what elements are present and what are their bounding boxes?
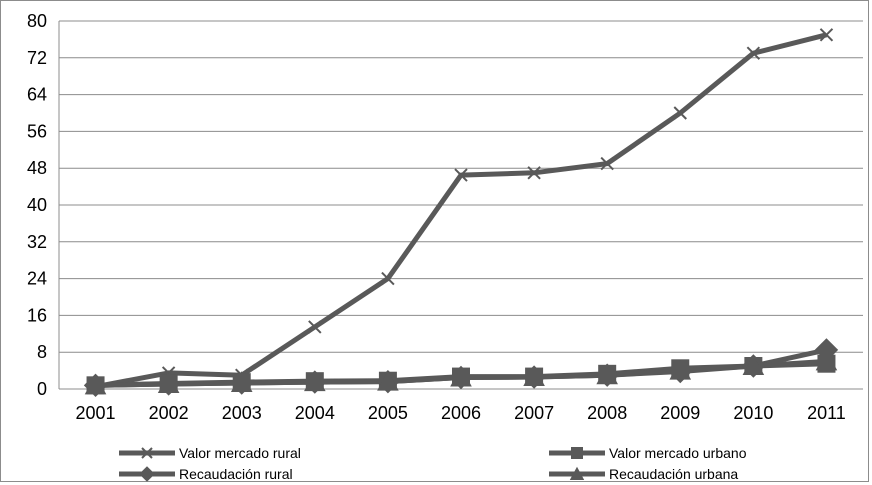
legend-item-valor-mercado-rural: Valor mercado rural	[119, 445, 301, 461]
data-point-recaudacion-urbana	[815, 350, 838, 371]
y-tick-label: 8	[37, 342, 47, 362]
data-point-valor-mercado-rural	[746, 46, 761, 60]
y-tick-label: 72	[27, 48, 47, 68]
legend-label: Valor mercado urbano	[609, 445, 747, 461]
x-tick-label: 2010	[733, 403, 773, 423]
x-tick-label: 2007	[514, 403, 554, 423]
legend-marker	[569, 466, 585, 480]
legend-marker	[141, 447, 153, 459]
y-tick-label: 64	[27, 85, 47, 105]
x-tick-label: 2008	[587, 403, 627, 423]
series-line-valor-mercado-rural	[95, 32, 828, 390]
y-tick-label: 40	[27, 195, 47, 215]
x-tick-label: 2002	[149, 403, 189, 423]
x-tick-label: 2006	[441, 403, 481, 423]
y-tick-label: 32	[27, 232, 47, 252]
legend-item-recaudacion-rural: Recaudación rural	[119, 466, 293, 482]
data-point-valor-mercado-rural	[454, 168, 468, 182]
data-point-recaudacion-urbana	[596, 364, 618, 385]
x-tick-label: 2003	[222, 403, 262, 423]
gridlines	[59, 20, 863, 353]
y-tick-label: 0	[37, 379, 47, 399]
data-point-recaudacion-urbana	[523, 366, 545, 387]
data-point-valor-mercado-rural	[527, 166, 541, 180]
data-point-recaudacion-urbana	[84, 374, 107, 395]
y-tick-label: 16	[27, 305, 47, 325]
data-point-recaudacion-urbana	[377, 370, 399, 391]
x-tick-label: 2009	[660, 403, 700, 423]
x-tick-label: 2011	[807, 403, 846, 423]
data-point-recaudacion-urbana	[157, 373, 180, 393]
legend-label: Valor mercado rural	[179, 445, 301, 461]
x-axis-ticks: 2001 2002 2003 2004 2005 2006 2007 2008 2009 2010…	[76, 403, 846, 423]
data-point-recaudacion-urbana	[450, 366, 472, 387]
x-tick-label: 2001	[76, 403, 116, 423]
data-point-valor-mercado-rural	[308, 320, 322, 334]
data-point-recaudacion-urbana	[669, 359, 692, 380]
legend: Valor mercado rural Valor mercado urbano R…	[119, 445, 747, 482]
data-point-valor-mercado-rural	[600, 156, 614, 171]
data-point-recaudacion-rural	[814, 338, 839, 362]
y-tick-label: 56	[27, 121, 47, 141]
data-point-valor-mercado-rural	[673, 106, 687, 120]
legend-label: Recaudación rural	[179, 466, 293, 482]
data-point-valor-mercado-rural	[381, 271, 395, 286]
data-point-recaudacion-urbana	[304, 371, 326, 392]
y-tick-label: 24	[27, 269, 47, 289]
legend-marker	[571, 447, 583, 459]
x-tick-label: 2005	[368, 403, 408, 423]
data-point-recaudacion-urbana	[230, 372, 253, 393]
legend-item-recaudacion-urbana: Recaudación urbana	[549, 466, 738, 482]
y-tick-label: 80	[27, 11, 47, 31]
series-markers	[83, 28, 839, 398]
data-point-valor-mercado-rural	[819, 28, 834, 42]
legend-item-valor-mercado-urbano: Valor mercado urbano	[549, 445, 747, 461]
x-tick-label: 2004	[295, 403, 335, 423]
data-point-recaudacion-urbana	[742, 355, 765, 375]
legend-marker	[139, 466, 155, 482]
y-axis-ticks: 0 8 16 24 32 40 48 56 64 72 80	[27, 11, 47, 399]
y-tick-label: 48	[27, 158, 47, 178]
series-lines	[95, 32, 828, 390]
legend-label: Recaudación urbana	[609, 466, 738, 482]
